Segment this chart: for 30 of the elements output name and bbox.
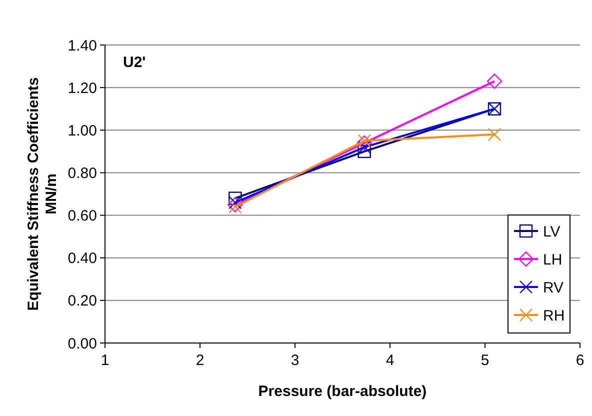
point xyxy=(358,134,371,148)
y-tick-label: 0.60 xyxy=(68,208,97,225)
point xyxy=(358,140,371,154)
y-tick-label: 0.40 xyxy=(68,250,97,268)
legend-label: RV xyxy=(543,279,564,296)
legend-label: RH xyxy=(543,307,565,324)
y-tick-label: 0.80 xyxy=(68,164,97,182)
x-tick-label: 1 xyxy=(100,352,110,369)
y-tick-label: 1.00 xyxy=(68,122,97,140)
x-tick-label: 3 xyxy=(290,352,300,369)
point xyxy=(356,135,372,151)
legend-label: LV xyxy=(543,223,560,240)
x-tick-label: 6 xyxy=(576,352,584,369)
annotation: U2' xyxy=(123,54,146,71)
point xyxy=(488,128,502,141)
point xyxy=(228,197,243,212)
y-tick-label: 0.20 xyxy=(68,292,97,310)
point xyxy=(228,196,242,210)
y-tick-label: 0.00 xyxy=(68,335,97,352)
y-tick-label: 1.40 xyxy=(68,37,97,54)
y-axis-title: Equivalent Stiffness Coefficients MN/m xyxy=(25,77,60,311)
x-tick-label: 5 xyxy=(480,352,490,369)
point xyxy=(358,144,371,158)
point xyxy=(486,74,502,89)
x-tick-label: 2 xyxy=(196,352,204,369)
x-tick-label: 4 xyxy=(386,352,394,369)
y-tick-label: 1.20 xyxy=(68,80,97,97)
legend-label: LH xyxy=(543,251,562,268)
x-axis-title: Pressure (bar-absolute) xyxy=(258,383,427,400)
point xyxy=(228,200,242,214)
